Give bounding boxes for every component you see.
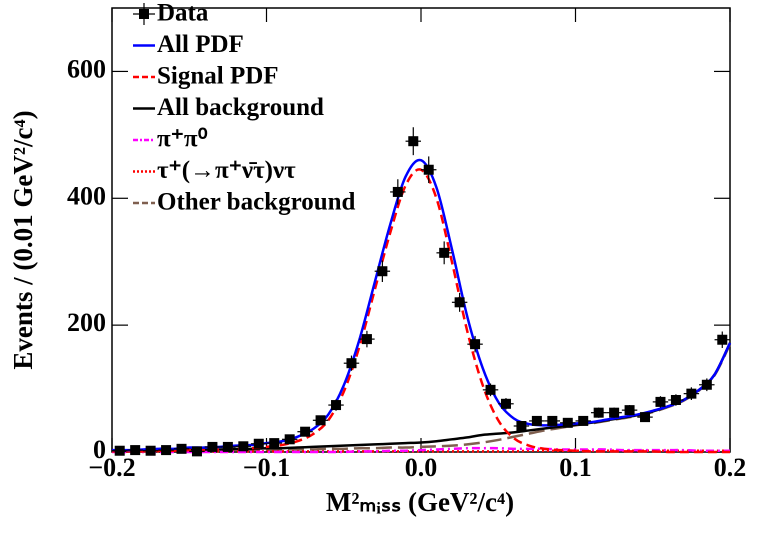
data-point (331, 400, 342, 411)
data-point (562, 417, 573, 428)
data-point (238, 441, 249, 452)
data-point (377, 266, 388, 277)
data-point (485, 384, 496, 395)
data-point (145, 445, 156, 456)
data-point (423, 164, 434, 175)
data-point (686, 388, 697, 399)
data-point (176, 443, 187, 454)
data-point (500, 398, 511, 409)
data-point (361, 334, 372, 345)
legend-label: Data (157, 0, 209, 27)
legend-label: All PDF (157, 31, 244, 58)
data-point (300, 426, 311, 437)
legend-label: τ⁺(→π⁺ν̄τ)ντ (157, 157, 296, 184)
data-point (315, 415, 326, 426)
x-axis-label: M²ₘᵢₛₛ (GeV²/c⁴) (326, 487, 514, 517)
legend-label: Signal PDF (157, 63, 279, 90)
data-point (191, 446, 202, 457)
x-tick-label: −0.2 (88, 453, 135, 482)
data-point (531, 415, 542, 426)
legend-glyph (139, 9, 149, 19)
data-point (269, 438, 280, 449)
data-point (392, 186, 403, 197)
data-point (346, 358, 357, 369)
data-point (717, 334, 728, 345)
data-point (284, 434, 295, 445)
data-point (114, 445, 125, 456)
x-tick-label: 0.1 (559, 453, 592, 482)
data-point (408, 136, 419, 147)
data-point (640, 412, 651, 423)
x-tick-label: −0.1 (243, 453, 290, 482)
legend-label: Other background (157, 189, 356, 216)
curve (112, 446, 730, 454)
curve (111, 343, 732, 453)
data-point (701, 379, 712, 390)
data-point (624, 405, 635, 416)
data-point (439, 247, 450, 258)
data-point (516, 420, 527, 431)
data-point (609, 407, 620, 418)
data-point (161, 445, 172, 456)
y-tick-label: 200 (67, 308, 106, 337)
data-point (655, 396, 666, 407)
x-tick-label: 0.2 (714, 453, 747, 482)
data-point (207, 441, 218, 452)
y-tick-label: 400 (67, 181, 106, 210)
data-point (253, 438, 264, 449)
data-point (454, 297, 465, 308)
legend-label: π⁺π⁰ (157, 126, 208, 153)
data-point (222, 441, 233, 452)
legend-label: All background (157, 94, 324, 121)
y-axis-label: Events / (0.01 GeV²/c⁴) (8, 110, 38, 369)
y-tick-label: 0 (93, 435, 106, 464)
data-point (670, 394, 681, 405)
curve (111, 342, 732, 453)
y-tick-label: 600 (67, 54, 106, 83)
data-point (470, 339, 481, 350)
x-tick-label: 0.0 (405, 453, 438, 482)
data-point (130, 445, 141, 456)
data-point (578, 415, 589, 426)
data-point (593, 407, 604, 418)
data-point (547, 415, 558, 426)
